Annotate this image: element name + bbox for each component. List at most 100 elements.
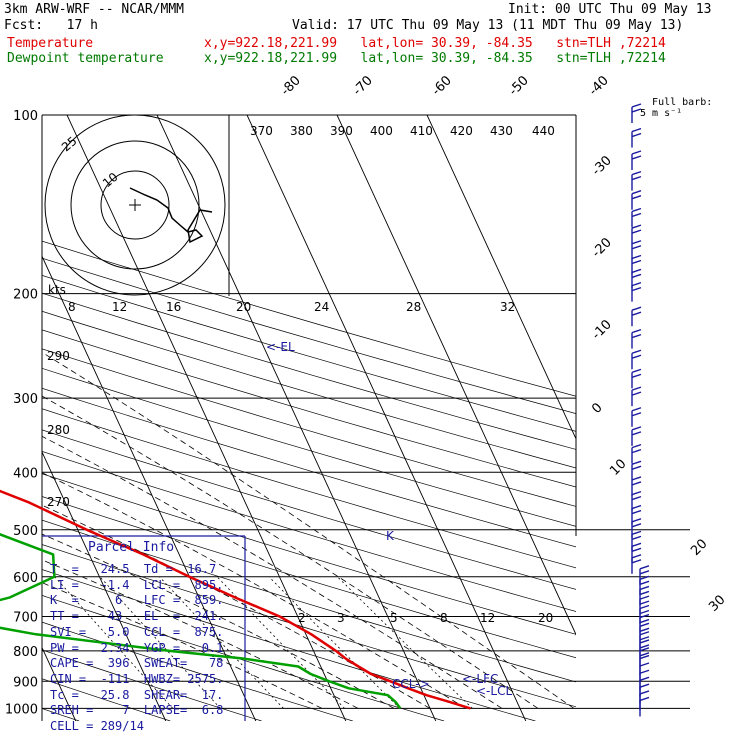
header-init: Init: 00 UTC Thu 09 May 13 xyxy=(508,2,712,17)
wind-barb-flag xyxy=(631,481,642,486)
wind-barb-flag xyxy=(631,306,642,311)
wind-barb-flag xyxy=(631,245,642,250)
barb-legend-text: Full barb: 5 m s⁻¹ xyxy=(640,97,713,119)
wind-barb-flag xyxy=(639,580,650,585)
wind-barb-flag xyxy=(639,669,650,674)
mixing-ratio-label: 3 xyxy=(337,611,345,625)
mixing-ratio-line xyxy=(54,576,174,709)
dewpoint-line xyxy=(0,533,402,710)
wind-barb-flag xyxy=(631,535,642,541)
parcel-info-row: SVI = 5.0 CCL = 875. xyxy=(50,624,224,639)
pressure-tick-label: 700 xyxy=(13,611,38,626)
wind-barb-flag xyxy=(631,108,642,113)
isotherm-label: -70 xyxy=(350,73,376,99)
dry-adiabat xyxy=(42,649,262,721)
theta-label: 280 xyxy=(47,423,70,437)
pressure-tick-label: 600 xyxy=(13,571,38,586)
parcel-info-row: CELL = 289/14 xyxy=(50,719,144,733)
parcel-info-row: Tc = 25.8 SHEAR= 17. xyxy=(50,687,224,702)
lfc-annotation: <-LFC xyxy=(462,672,498,686)
isotherm-label: 0 xyxy=(589,400,605,416)
parcel-info-row: LI = -1.4 LCL = 895. xyxy=(50,577,224,592)
mixing-ratio-label: 5 xyxy=(390,611,398,625)
wind-barb-flag xyxy=(631,155,642,160)
mixing-ratio-label: 20 xyxy=(538,611,553,625)
wind-barb-flag xyxy=(631,349,642,354)
wind-barb-flag xyxy=(639,613,650,619)
isotherm xyxy=(66,115,347,721)
pressure-tick-label: 200 xyxy=(13,288,38,303)
parcel-info-panel xyxy=(42,535,246,721)
wind-barb-flag xyxy=(631,254,642,260)
wind-barb-flag xyxy=(639,595,650,600)
isotherm xyxy=(336,115,576,636)
isotherm-label: 30 xyxy=(706,593,728,615)
wind-barb-flag xyxy=(631,448,642,454)
pressure-tick-label: 500 xyxy=(13,524,38,539)
wind-barb-flag xyxy=(631,150,642,155)
legend-temperature-info: x,y=922.18,221.99 lat,lon= 30.39, -84.35… xyxy=(204,36,666,51)
theta-label: 370 xyxy=(250,124,273,138)
hodograph-speed-tick: 20 xyxy=(236,300,251,314)
isotherm-label: 20 xyxy=(688,537,710,559)
parcel-info-title: Parcel Info xyxy=(88,540,175,555)
wind-barb-flag xyxy=(639,609,650,615)
parcel-info-row: SREH = 7 LAPSE= 6.8 xyxy=(50,703,224,718)
pressure-tick-label: 900 xyxy=(13,675,38,690)
moist-adiabat xyxy=(42,472,467,709)
wind-barb-flag xyxy=(631,224,642,229)
profile-lines: <-EL <-LFC<-LCL CCL-> K xyxy=(0,340,512,710)
theta-label: 290 xyxy=(47,349,70,363)
hodograph-trace xyxy=(129,187,213,244)
pressure-tick-label: 1000 xyxy=(5,702,38,717)
dry-adiabat xyxy=(42,496,576,659)
wind-barb-flag xyxy=(631,281,642,287)
wind-barb-flag xyxy=(631,103,642,108)
wind-barb-flag xyxy=(639,575,650,580)
isotherm xyxy=(426,115,576,440)
parcel-info-row: T = 24.5 Td = 16.7 xyxy=(50,562,217,576)
dry-adiabat xyxy=(42,408,576,569)
theta-label: 420 xyxy=(450,124,473,138)
isotherm-label: -80 xyxy=(278,73,304,99)
theta-label: 440 xyxy=(532,124,555,138)
wind-barb-flag xyxy=(639,627,650,632)
hodograph-speed-tick: 24 xyxy=(314,300,329,314)
parcel-info-row: K = 6 LFC = 859. xyxy=(50,593,224,608)
isotherm xyxy=(42,450,167,721)
isotherm-label: -40 xyxy=(586,73,612,99)
legend-temperature-label: Temperature xyxy=(7,36,94,51)
wind-barb-flag xyxy=(639,636,650,641)
dry-adiabat xyxy=(42,310,576,469)
wind-barb-flag xyxy=(631,465,642,470)
hodograph-units: kts xyxy=(48,283,66,297)
wind-barb-flag xyxy=(639,631,650,636)
wind-barb-flag xyxy=(631,460,642,465)
header-forecast-hour: Fcst: 17 h xyxy=(4,18,98,33)
wind-barb-flag xyxy=(631,554,642,559)
theta-label: 400 xyxy=(370,124,393,138)
k-annotation: K xyxy=(386,529,395,543)
wind-barb-flag xyxy=(631,127,642,133)
wind-barb-flag xyxy=(631,542,642,548)
dry-adiabat xyxy=(42,257,576,414)
isotherm-label: 10 xyxy=(607,457,629,479)
wind-barbs xyxy=(631,103,650,717)
wind-barb-flag xyxy=(631,190,642,195)
wind-barb-flag xyxy=(631,504,642,510)
wind-barb-flag xyxy=(631,240,642,245)
mixing-ratio-label: 12 xyxy=(480,611,495,625)
hodograph-ring xyxy=(70,140,200,270)
header-valid: Valid: 17 UTC Thu 09 May 13 (11 MDT Thu … xyxy=(292,18,684,33)
wind-barb-flag xyxy=(631,195,642,200)
dry-adiabat xyxy=(42,621,353,721)
wind-barb-flag xyxy=(631,273,642,279)
isotherm xyxy=(42,255,257,721)
wind-barb-flag xyxy=(639,570,650,575)
wind-barb-flag xyxy=(631,328,642,334)
wind-barb-flag xyxy=(639,647,650,652)
lcl-annotation: <-LCL xyxy=(476,684,512,698)
isotherm xyxy=(246,115,527,721)
theta-label: 390 xyxy=(330,124,353,138)
hodograph-speed-tick: 16 xyxy=(166,300,181,314)
